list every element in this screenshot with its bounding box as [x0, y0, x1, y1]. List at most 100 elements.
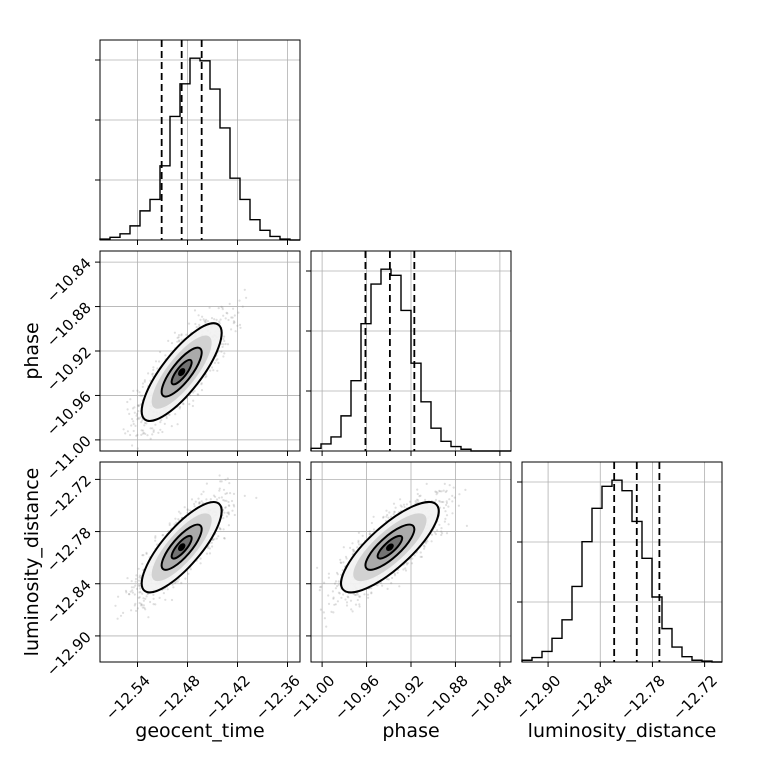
sample-point [182, 403, 185, 406]
sample-point [178, 407, 181, 410]
sample-point [134, 424, 137, 427]
sample-point [152, 430, 155, 433]
sample-point [166, 588, 169, 591]
sample-point [126, 430, 129, 433]
sample-point [132, 420, 135, 423]
sample-point [129, 398, 132, 401]
sample-point [204, 321, 207, 324]
sample-point [176, 423, 179, 426]
sample-point [139, 591, 142, 594]
sample-point [134, 577, 138, 581]
sample-point [354, 603, 358, 606]
sample-point [316, 566, 319, 569]
sample-point [139, 416, 142, 419]
sample-point [221, 308, 224, 311]
contour-line [160, 346, 203, 398]
sample-point [411, 557, 414, 560]
sample-point [445, 532, 449, 535]
sample-point [134, 584, 137, 587]
panel-frame [99, 250, 301, 452]
sample-point [149, 437, 152, 440]
sample-point [464, 488, 467, 491]
sample-point [442, 506, 445, 510]
sample-point [171, 583, 174, 586]
sample-point [209, 369, 212, 372]
sample-point [322, 611, 325, 614]
contour-line [170, 534, 193, 560]
sample-point [420, 555, 423, 559]
sample-point [149, 600, 152, 604]
sample-point [337, 580, 340, 583]
sample-point [388, 511, 391, 514]
sample-point [393, 574, 397, 577]
sample-point [372, 528, 376, 531]
sample-point [402, 503, 406, 506]
sample-point [203, 319, 206, 322]
sample-point [149, 427, 152, 430]
sample-point [193, 389, 196, 393]
sample-point [180, 338, 183, 341]
sample-point [424, 498, 427, 501]
sample-point [334, 587, 337, 590]
contour-line [140, 501, 223, 594]
sample-point [390, 582, 393, 585]
sample-point [394, 506, 397, 509]
sample-point [458, 493, 461, 496]
sample-point [122, 611, 125, 615]
sample-point [227, 511, 230, 514]
sample-point [145, 422, 148, 425]
sample-point [193, 309, 197, 312]
sample-point [177, 510, 181, 513]
sample-point [193, 505, 196, 508]
sample-point [142, 597, 145, 600]
sample-point [445, 503, 448, 507]
sample-point [391, 576, 394, 580]
sample-point [239, 326, 242, 329]
sample-point [136, 404, 140, 407]
histogram-geocent_time [99, 57, 300, 241]
sample-point [226, 343, 230, 346]
sample-point [198, 502, 201, 505]
sample-point [416, 488, 419, 491]
sample-point [319, 586, 322, 589]
sample-point [142, 599, 145, 602]
sample-point [349, 599, 353, 602]
sample-point [353, 550, 356, 553]
sample-point [206, 320, 209, 323]
sample-point [128, 593, 131, 596]
sample-point [158, 596, 161, 600]
samples-layer [316, 482, 468, 628]
sample-point [145, 552, 148, 556]
sample-point [353, 593, 356, 597]
sample-point [170, 342, 174, 345]
sample-point [173, 523, 176, 526]
sample-point [255, 496, 258, 499]
sample-point [138, 591, 141, 594]
sample-point [156, 367, 159, 370]
sample-point [176, 336, 179, 339]
sample-point [136, 389, 139, 392]
sample-point [182, 402, 185, 405]
sample-point [358, 595, 362, 598]
sample-point [465, 524, 468, 528]
sample-point [222, 355, 225, 358]
sample-point [396, 571, 399, 574]
sample-point [195, 326, 198, 329]
sample-point [357, 531, 360, 534]
sample-point [173, 582, 176, 585]
sample-point [205, 482, 208, 485]
sample-point [151, 433, 154, 436]
sample-point [133, 411, 136, 414]
sample-point [146, 434, 149, 437]
sample-point [439, 500, 442, 503]
sample-point [172, 586, 175, 589]
sample-point [219, 528, 222, 531]
sample-point [211, 538, 215, 542]
sample-point [423, 545, 426, 548]
sample-point [192, 391, 195, 394]
sample-point [226, 477, 229, 480]
sample-point [168, 522, 171, 525]
sample-point [238, 299, 241, 302]
sample-point [174, 580, 177, 584]
sample-point [231, 316, 234, 319]
